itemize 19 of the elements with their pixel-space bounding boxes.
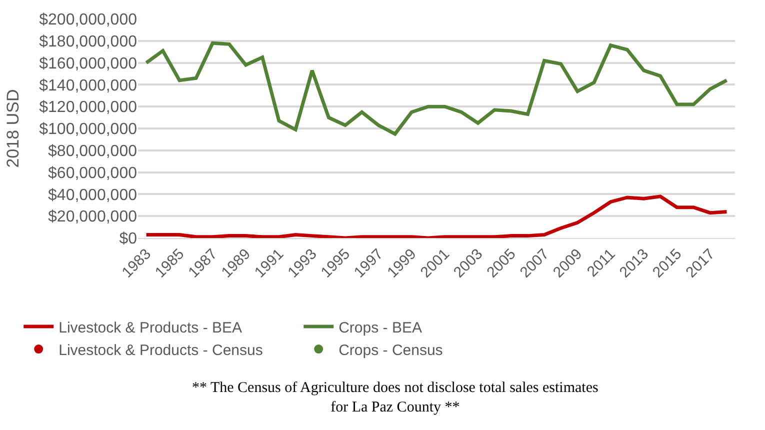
y-tick-label: $100,000,000 — [39, 121, 138, 138]
legend-label: Livestock & Products - BEA — [58, 319, 242, 336]
y-tick-label: $120,000,000 — [39, 99, 138, 116]
line-series — [144, 41, 728, 136]
y-tick-label: $180,000,000 — [39, 34, 138, 50]
y-tick-label: $0 — [119, 230, 138, 248]
text: ** The Census of Agriculture does not disclose total sales estimates for La Paz County ** — [192, 380, 598, 416]
y-tick-label: $140,000,000 — [39, 77, 138, 94]
line-series — [144, 194, 728, 238]
y-tick-label: $40,000,000 — [48, 186, 138, 204]
legend-label: Livestock & Products - Census — [58, 342, 263, 359]
y-tick-label: $200,000,000 — [39, 12, 138, 29]
y-tick-label: $20,000,000 — [48, 208, 138, 226]
y-axis-title: 2018 USD — [4, 89, 23, 168]
legend-label: Crops - Census — [338, 342, 443, 359]
legend-label: Crops - BEA — [338, 319, 422, 336]
y-tick-label: $80,000,000 — [48, 143, 138, 160]
y-tick-label: $160,000,000 — [39, 55, 138, 72]
y-tick-label: $60,000,000 — [48, 164, 138, 182]
